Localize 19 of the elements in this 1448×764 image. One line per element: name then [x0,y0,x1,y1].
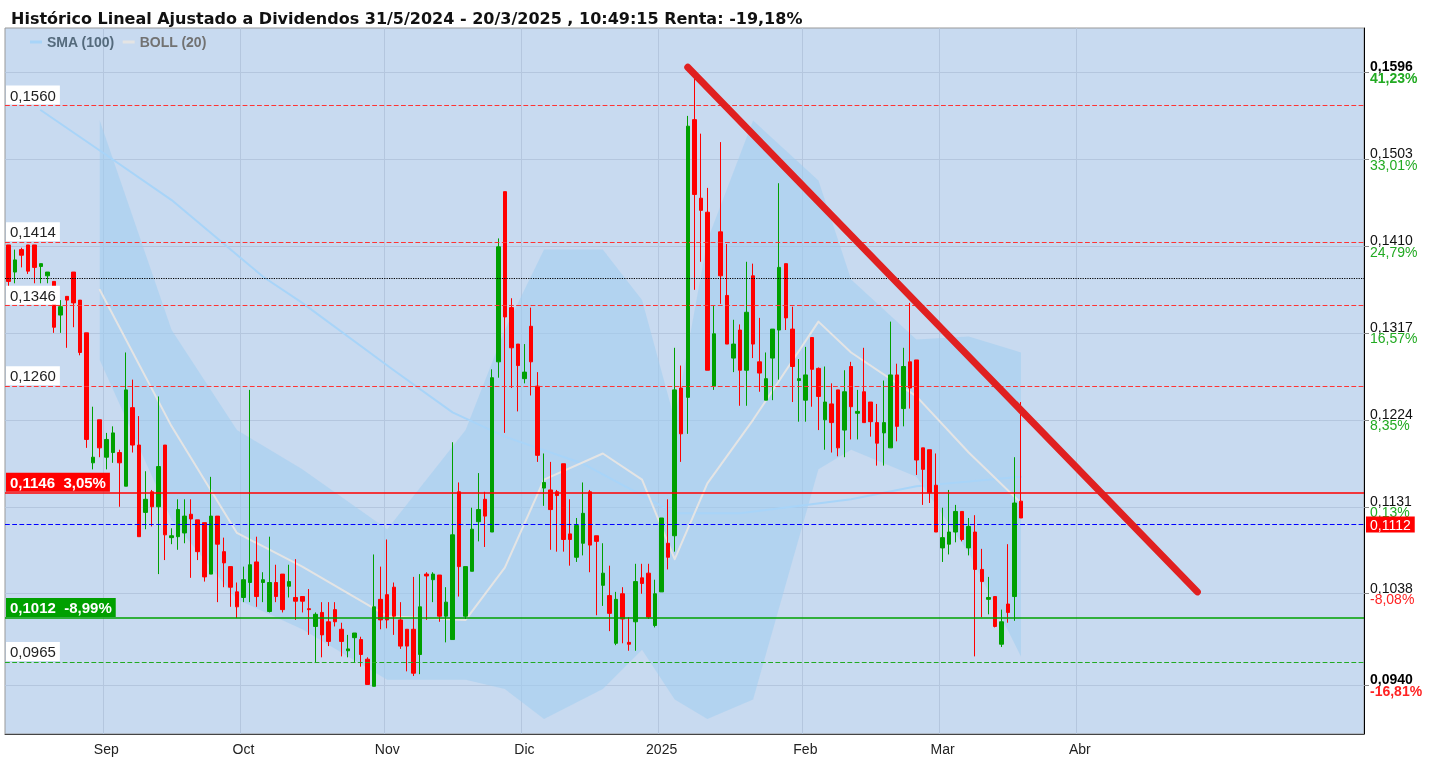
legend-label: SMA (100) [47,34,115,50]
legend-label: BOLL (20) [139,34,207,50]
x-tick-label: Nov [374,741,400,757]
ref-line-label: 0,1012 -8,99% [10,599,112,617]
ref-line-label: 0,1560 [10,86,56,104]
x-tick-label: Sep [93,741,119,757]
chart-title: Histórico Lineal Ajustado a Dividendos 31/5/2024 - 20/3/2025 , 10:49:15 Renta: -19,18% [11,8,803,28]
ref-line-label: 0,1414 [10,223,56,241]
ref-line-label: 0,1260 [10,367,56,385]
x-tick-label: Dic [514,741,535,757]
x-tick-label: Abr [1068,741,1092,757]
x-tick-label: Oct [232,741,255,757]
ref-line-label: 0,1146 3,05% [10,473,106,491]
x-tick-label: Feb [793,741,818,757]
x-tick-label: Mar [930,741,955,757]
ref-line-label: 0,1112 [1370,516,1411,533]
x-tick-label: 2025 [646,741,678,757]
ref-line-label: 0,0965 [10,643,56,660]
ref-line-label: 0,1346 [10,286,56,304]
